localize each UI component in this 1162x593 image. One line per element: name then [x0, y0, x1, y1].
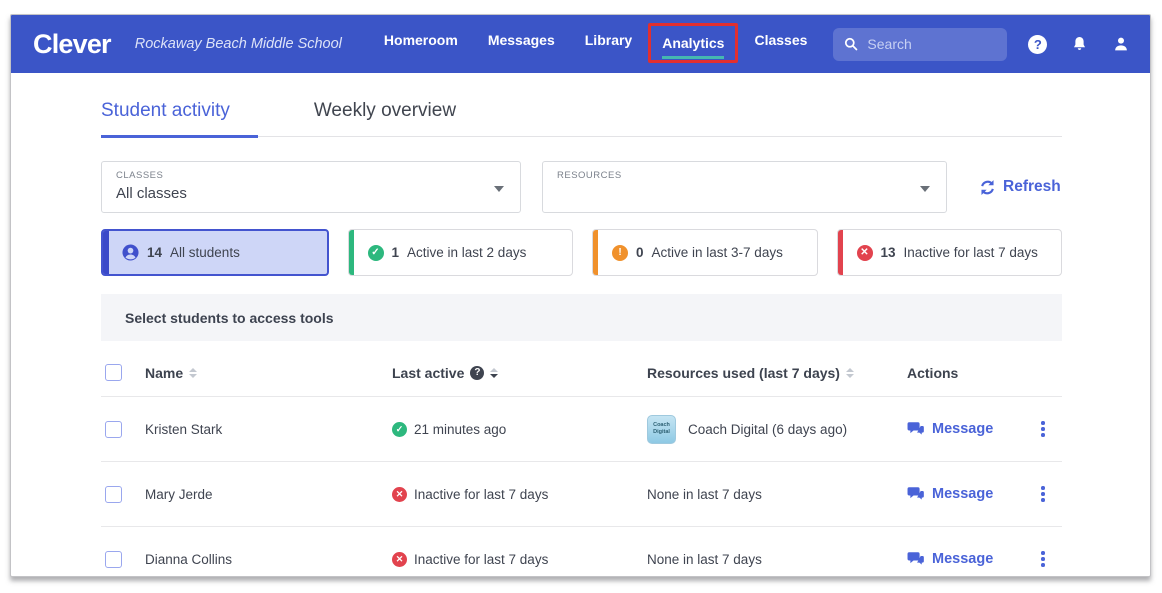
x-circle-icon: ✕: [392, 486, 407, 502]
card-inactive-7-days[interactable]: ✕ 13 Inactive for last 7 days: [836, 229, 1062, 276]
user-account-icon[interactable]: [1112, 35, 1130, 53]
help-tooltip-icon[interactable]: ?: [470, 365, 485, 380]
last-active-cell: ✓ 21 minutes ago: [392, 421, 647, 437]
table-row: Mary Jerde ✕ Inactive for last 7 days No…: [101, 462, 1062, 527]
card-count: 13: [880, 245, 896, 260]
x-circle-icon: ✕: [392, 551, 407, 567]
nav-item-homeroom[interactable]: Homeroom: [383, 32, 458, 48]
row-checkbox[interactable]: [105, 550, 122, 568]
help-icon[interactable]: ?: [1028, 34, 1048, 54]
column-header-last-active[interactable]: Last active ?: [392, 365, 647, 381]
card-count: 0: [636, 245, 644, 260]
classes-dropdown-label: CLASSES: [116, 170, 164, 181]
refresh-button[interactable]: Refresh: [979, 178, 1061, 196]
filters-row: CLASSES All classes RESOURCES: [101, 161, 1062, 213]
school-name: Rockaway Beach Middle School: [134, 36, 342, 52]
student-name: Dianna Collins: [145, 551, 233, 567]
classes-dropdown-value: All classes: [116, 185, 187, 202]
nav-item-messages[interactable]: Messages: [487, 32, 555, 48]
column-header-name[interactable]: Name: [145, 365, 392, 381]
row-checkbox[interactable]: [105, 485, 122, 503]
card-label: Active in last 2 days: [407, 245, 527, 260]
warning-circle-icon: !: [612, 244, 628, 261]
sort-icon: [845, 367, 854, 378]
column-header-resources[interactable]: Resources used (last 7 days): [647, 365, 907, 381]
select-students-bar: Select students to access tools: [101, 294, 1062, 341]
row-menu-kebab-icon[interactable]: [1038, 548, 1048, 570]
sort-icon-descending: [490, 367, 499, 378]
column-header-actions: Actions: [907, 364, 959, 381]
summary-cards-row: 14 All students ✓ 1 Active in last 2 day…: [101, 229, 1062, 276]
tab-bar: Student activity Weekly overview: [101, 100, 1062, 138]
all-students-icon: [122, 244, 139, 261]
refresh-label: Refresh: [1003, 178, 1061, 195]
classes-dropdown[interactable]: CLASSES All classes: [101, 161, 521, 213]
table-row: Kristen Stark ✓ 21 minutes ago Coach Dig…: [101, 397, 1062, 462]
chat-bubble-icon: [907, 421, 925, 437]
tab-weekly-overview[interactable]: Weekly overview: [313, 100, 457, 121]
refresh-icon: [979, 179, 996, 196]
table-header: Name Last active ? Resources used (last …: [101, 349, 1062, 397]
card-active-2-days[interactable]: ✓ 1 Active in last 2 days: [347, 229, 573, 276]
message-button[interactable]: Message: [907, 551, 993, 567]
student-name: Mary Jerde: [145, 486, 213, 502]
nav-item-library[interactable]: Library: [584, 32, 633, 48]
table-row: Dianna Collins ✕ Inactive for last 7 day…: [101, 527, 1062, 576]
select-all-checkbox[interactable]: [105, 364, 122, 381]
resource-app-icon: Coach Digital: [647, 414, 676, 444]
chat-bubble-icon: [907, 551, 925, 567]
check-circle-icon: ✓: [367, 244, 384, 261]
card-count: 1: [391, 245, 400, 260]
nav-menu: Homeroom Messages Library Analytics Clas…: [383, 23, 808, 63]
nav-item-classes[interactable]: Classes: [754, 32, 808, 48]
chat-bubble-icon: [907, 486, 925, 502]
row-checkbox[interactable]: [105, 420, 122, 438]
annotation-highlight-box: Analytics: [648, 23, 739, 63]
clever-logo[interactable]: Clever: [33, 28, 112, 59]
top-navbar: Clever Rockaway Beach Middle School Home…: [11, 15, 1150, 73]
sort-icon: [189, 367, 198, 378]
search-input[interactable]: [867, 36, 998, 52]
row-menu-kebab-icon[interactable]: [1038, 483, 1048, 505]
last-active-cell: ✕ Inactive for last 7 days: [392, 551, 647, 567]
chevron-down-icon: [494, 186, 504, 192]
card-all-students[interactable]: 14 All students: [101, 229, 329, 276]
check-circle-icon: ✓: [392, 421, 407, 437]
message-button[interactable]: Message: [907, 486, 993, 502]
navbar-icons: ?: [1028, 34, 1130, 54]
search-box[interactable]: [833, 27, 1008, 61]
tab-student-activity[interactable]: Student activity: [101, 100, 258, 138]
card-label: Active in last 3-7 days: [651, 245, 783, 260]
resources-cell: None in last 7 days: [647, 486, 762, 502]
card-count: 14: [147, 245, 163, 260]
resources-dropdown-label: RESOURCES: [557, 170, 622, 181]
actions-cell: Message: [907, 483, 1062, 505]
notifications-bell-icon[interactable]: [1070, 35, 1089, 54]
actions-cell: Message: [907, 548, 1062, 570]
main-content: Student activity Weekly overview CLASSES…: [11, 100, 1150, 576]
student-name: Kristen Stark: [145, 421, 223, 437]
resources-cell: None in last 7 days: [647, 551, 762, 567]
card-label: Inactive for last 7 days: [903, 245, 1038, 260]
x-circle-icon: ✕: [856, 244, 873, 261]
chevron-down-icon: [920, 186, 930, 192]
resources-dropdown[interactable]: RESOURCES: [542, 161, 947, 213]
card-label: All students: [170, 245, 240, 260]
card-active-3-7-days[interactable]: ! 0 Active in last 3-7 days: [592, 229, 818, 276]
message-button[interactable]: Message: [907, 421, 993, 437]
search-icon: [843, 36, 859, 52]
last-active-cell: ✕ Inactive for last 7 days: [392, 486, 647, 502]
resources-cell: Coach Digital Coach Digital (6 days ago): [647, 414, 907, 444]
row-menu-kebab-icon[interactable]: [1038, 418, 1048, 440]
app-window: Clever Rockaway Beach Middle School Home…: [10, 14, 1151, 577]
actions-cell: Message: [907, 418, 1062, 440]
nav-item-analytics[interactable]: Analytics: [662, 35, 725, 59]
